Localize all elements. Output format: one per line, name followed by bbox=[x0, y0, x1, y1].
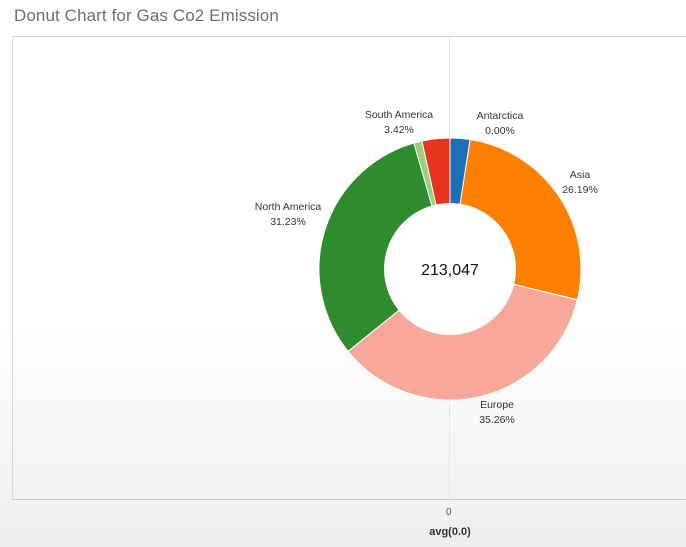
slice-label-percent: 3.42% bbox=[384, 124, 414, 136]
chart-panel bbox=[12, 36, 686, 500]
slice-label-percent: 0.00% bbox=[485, 125, 515, 137]
x-tick-label: 0 bbox=[446, 507, 452, 518]
chart-title: Donut Chart for Gas Co2 Emission bbox=[14, 6, 279, 25]
donut-slice-north-america[interactable] bbox=[318, 142, 451, 353]
slice-label-name: North America bbox=[255, 201, 322, 213]
slice-labels: Antarctica 0.00% Asia 26.19% Europe 35.26% Nor… bbox=[255, 109, 598, 426]
center-total-value: 213,047 bbox=[421, 262, 479, 279]
slice-label-percent: 35.26% bbox=[479, 414, 515, 426]
x-axis-label: avg(0.0) bbox=[429, 526, 471, 538]
slice-label-name: Antarctica bbox=[477, 110, 524, 122]
donut-hole bbox=[384, 203, 516, 335]
x-axis-line bbox=[12, 499, 686, 500]
slice-label-name: Europe bbox=[480, 399, 514, 411]
donut-slice-europe[interactable] bbox=[347, 268, 578, 401]
slice-label-name: South America bbox=[365, 109, 433, 121]
slice-label-percent: 31.23% bbox=[270, 216, 306, 228]
slice-label-name: Asia bbox=[570, 169, 591, 181]
slice-label-percent: 26.19% bbox=[562, 184, 598, 196]
